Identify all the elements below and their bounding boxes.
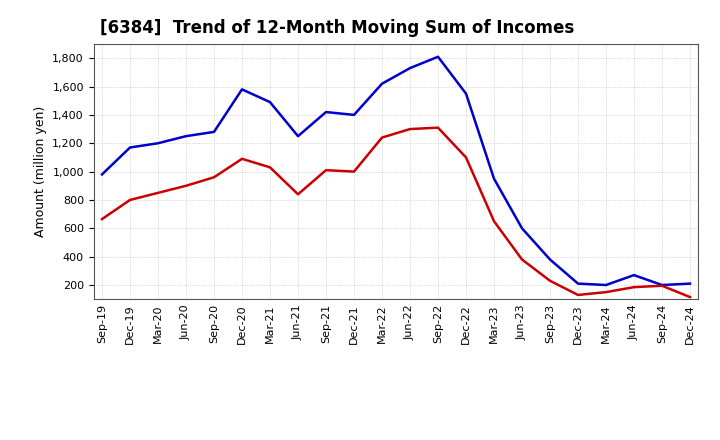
Net Income bbox=[462, 155, 470, 160]
Ordinary Income bbox=[462, 91, 470, 96]
Ordinary Income bbox=[210, 129, 218, 135]
Net Income bbox=[518, 257, 526, 262]
Net Income bbox=[210, 175, 218, 180]
Text: [6384]  Trend of 12-Month Moving Sum of Incomes: [6384] Trend of 12-Month Moving Sum of I… bbox=[99, 19, 574, 37]
Net Income bbox=[657, 283, 666, 288]
Ordinary Income bbox=[98, 172, 107, 177]
Ordinary Income bbox=[630, 272, 639, 278]
Line: Net Income: Net Income bbox=[102, 128, 690, 297]
Net Income bbox=[126, 197, 135, 202]
Net Income bbox=[490, 219, 498, 224]
Ordinary Income bbox=[518, 226, 526, 231]
Ordinary Income bbox=[546, 257, 554, 262]
Net Income bbox=[405, 126, 414, 132]
Ordinary Income bbox=[238, 87, 246, 92]
Ordinary Income bbox=[181, 133, 190, 139]
Net Income bbox=[433, 125, 442, 130]
Net Income bbox=[322, 168, 330, 173]
Net Income bbox=[98, 216, 107, 222]
Net Income bbox=[238, 156, 246, 161]
Ordinary Income bbox=[153, 141, 162, 146]
Ordinary Income bbox=[322, 110, 330, 115]
Net Income bbox=[294, 192, 302, 197]
Net Income bbox=[602, 290, 611, 295]
Ordinary Income bbox=[405, 66, 414, 71]
Net Income bbox=[546, 278, 554, 283]
Ordinary Income bbox=[657, 282, 666, 288]
Net Income bbox=[181, 183, 190, 188]
Net Income bbox=[266, 165, 274, 170]
Net Income bbox=[685, 294, 694, 300]
Ordinary Income bbox=[433, 54, 442, 59]
Net Income bbox=[574, 292, 582, 297]
Y-axis label: Amount (million yen): Amount (million yen) bbox=[34, 106, 47, 237]
Ordinary Income bbox=[574, 281, 582, 286]
Net Income bbox=[153, 190, 162, 195]
Ordinary Income bbox=[350, 112, 359, 117]
Ordinary Income bbox=[294, 133, 302, 139]
Ordinary Income bbox=[685, 281, 694, 286]
Ordinary Income bbox=[126, 145, 135, 150]
Line: Ordinary Income: Ordinary Income bbox=[102, 57, 690, 285]
Ordinary Income bbox=[378, 81, 387, 86]
Ordinary Income bbox=[602, 282, 611, 288]
Net Income bbox=[350, 169, 359, 174]
Ordinary Income bbox=[266, 99, 274, 105]
Ordinary Income bbox=[490, 176, 498, 181]
Net Income bbox=[378, 135, 387, 140]
Net Income bbox=[630, 285, 639, 290]
